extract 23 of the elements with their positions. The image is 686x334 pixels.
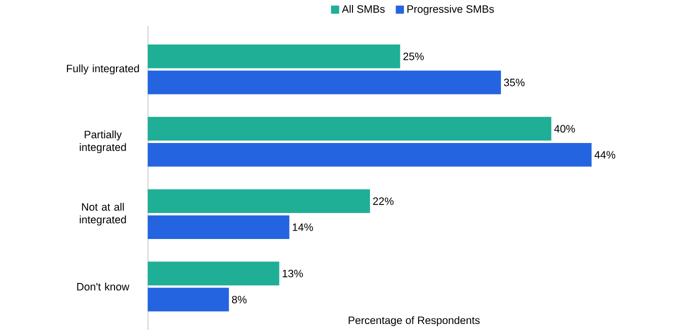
legend-label: Progressive SMBs <box>407 4 494 15</box>
bar <box>148 44 400 68</box>
data-label: 44% <box>594 151 616 159</box>
bar <box>148 116 552 141</box>
legend-label: All SMBs <box>342 4 385 13</box>
bar <box>148 142 592 167</box>
x-axis-title: Percentage of Respondents <box>348 316 480 326</box>
y-tick-label: Not at all integrated <box>80 202 126 226</box>
y-tick-label: Partially integrated <box>80 130 126 154</box>
data-label: 13% <box>282 270 303 278</box>
y-tick-label: Fully integrated <box>66 64 139 74</box>
data-label: 40% <box>554 125 575 133</box>
bar <box>148 262 280 286</box>
data-label: 8% <box>232 296 247 304</box>
bar <box>148 288 229 312</box>
data-label: 14% <box>292 223 313 231</box>
data-label: 35% <box>504 78 525 86</box>
y-tick-label: Don't know <box>77 282 130 290</box>
bar <box>148 70 501 94</box>
data-label: 25% <box>403 52 424 60</box>
data-label: 22% <box>373 197 394 205</box>
bar <box>148 215 290 240</box>
bar <box>148 189 370 214</box>
